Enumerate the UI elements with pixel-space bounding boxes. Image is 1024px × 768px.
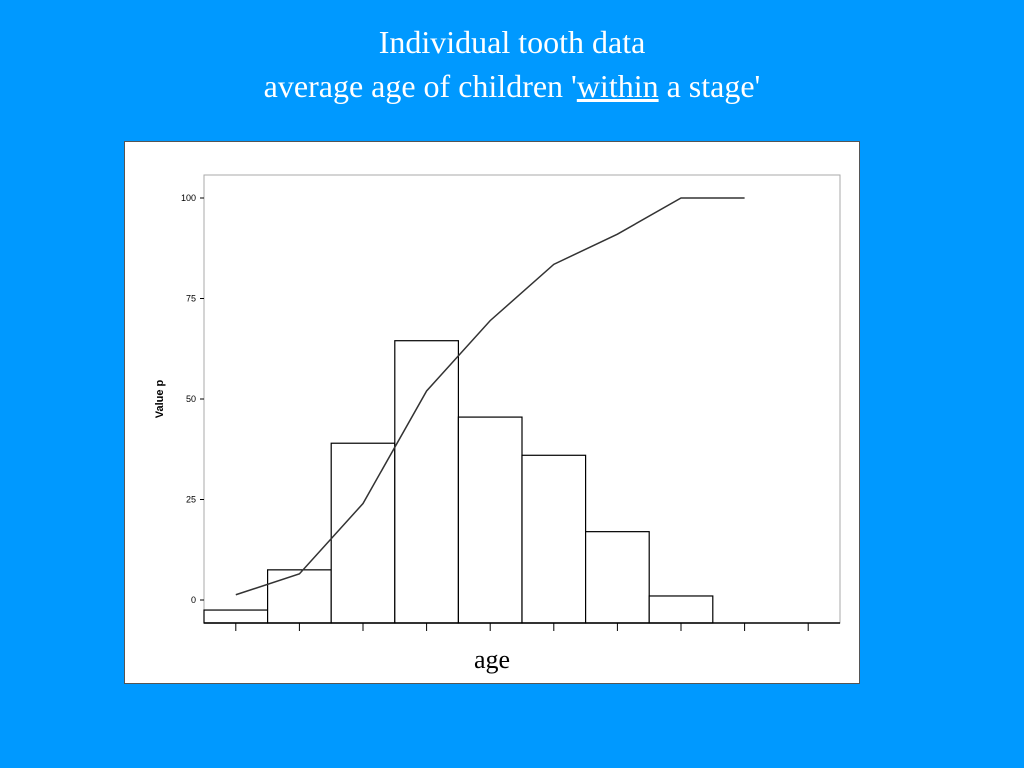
y-tick-label: 25 [186, 495, 196, 505]
histogram-bar [330, 442, 396, 624]
histogram-bar [521, 454, 587, 624]
histogram-bar [585, 531, 650, 624]
x-axis-label: age [473, 645, 511, 674]
histogram-chart: 0 25 50 75 100 Value p [154, 174, 841, 631]
title-line-2-prefix: average age of children ' [263, 68, 577, 104]
y-tick-label: 75 [186, 294, 196, 304]
cumulative-line [235, 197, 745, 596]
chart-frame: 0 25 50 75 100 Value p age [124, 141, 860, 684]
y-tick-label: 50 [186, 394, 196, 404]
title-line-2: average age of children 'within a stage' [0, 64, 1024, 108]
title-line-1: Individual tooth data [378, 24, 646, 60]
y-tick-label: 100 [181, 193, 196, 203]
histogram-bar [648, 595, 714, 624]
y-axis-title: Value p [154, 379, 166, 418]
histogram-bar [457, 416, 523, 624]
y-tick-label: 0 [191, 595, 196, 605]
histogram-bar [394, 340, 459, 624]
title-line-2-suffix: a stage' [658, 68, 761, 104]
title-emphasis: within [576, 68, 659, 104]
histogram-bar [203, 609, 269, 624]
slide-title: Individual tooth data average age of chi… [0, 20, 1024, 108]
histogram-bar [267, 569, 332, 624]
